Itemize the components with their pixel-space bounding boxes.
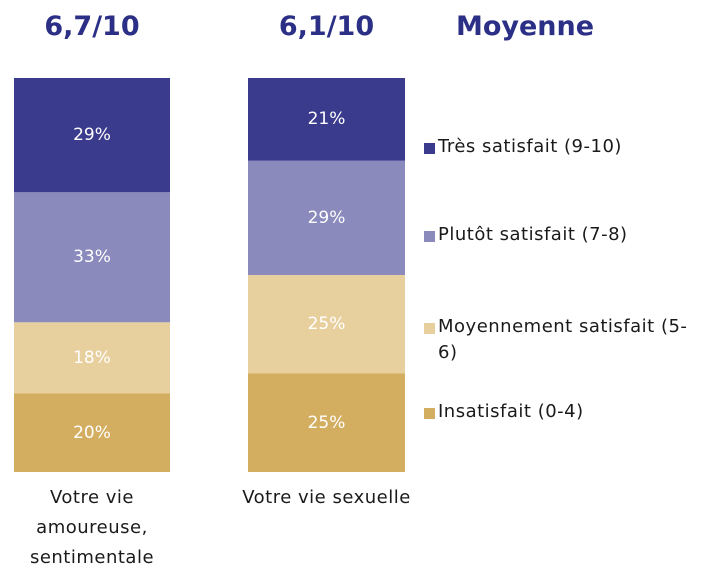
value-label: 21%	[307, 109, 346, 130]
bar-segment	[248, 373, 405, 472]
bar-segment	[248, 78, 405, 161]
value-label: 33%	[73, 247, 111, 268]
legend-swatch	[424, 143, 435, 154]
legend-label: Très satisfait (9-10)	[438, 136, 622, 157]
legend-swatch	[424, 408, 435, 419]
legend-swatch	[424, 231, 435, 242]
value-label: 20%	[73, 422, 111, 443]
bar-segment	[248, 160, 405, 275]
bar-segment	[14, 322, 170, 394]
legend-label: Insatisfait (0-4)	[438, 401, 584, 422]
legend-label: Moyennement satisfait (5-6)	[438, 316, 688, 363]
bar-segment	[14, 192, 170, 323]
score: 6,7/10	[44, 11, 140, 42]
bar-segment	[14, 78, 170, 193]
bar-segment	[248, 275, 405, 374]
score-title: Moyenne	[455, 11, 595, 42]
value-label: 25%	[307, 314, 346, 335]
x-tick-label: Votre vie sexuelle	[242, 487, 411, 508]
value-label: 25%	[307, 412, 346, 433]
value-label: 29%	[307, 207, 346, 228]
bar-segment	[14, 393, 170, 472]
legend-label: Plutôt satisfait (7-8)	[438, 224, 628, 245]
legend-swatch	[424, 323, 435, 334]
value-label: 29%	[73, 125, 111, 146]
x-tick-label: Votre vie amoureuse, sentimentale	[29, 487, 155, 568]
score: 6,1/10	[278, 11, 375, 42]
value-label: 18%	[73, 347, 111, 368]
